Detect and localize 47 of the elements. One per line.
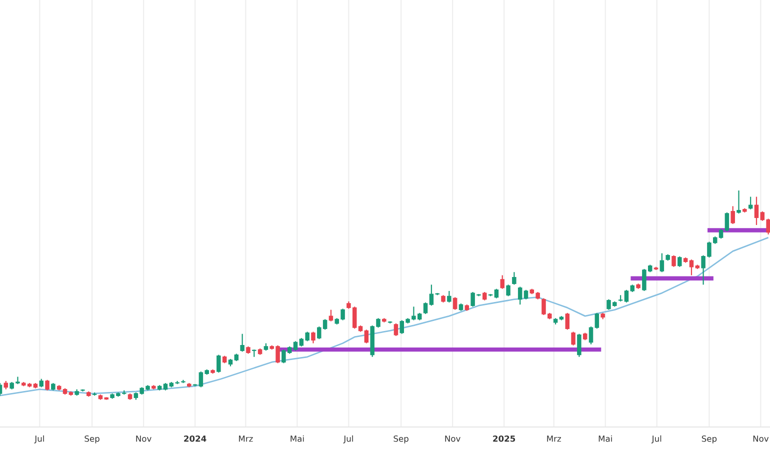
x-tick-label: Mrz [547,436,561,442]
candlestick [724,212,730,232]
candlestick [500,274,504,290]
candlestick [494,288,499,299]
x-tick-label: Mai [598,435,612,442]
candlestick [240,333,244,352]
candlestick [754,196,759,226]
candlestick [452,296,458,310]
x-tick-label: 2025 [493,435,516,442]
x-tick-label: Mai [290,435,304,442]
x-tick-label: Jul [343,435,353,444]
candlestick [689,258,694,276]
candlestick [512,272,516,286]
x-tick-label: Sep [394,435,408,444]
candlestick [311,331,316,344]
x-tick-label: Nov [445,436,460,442]
x-tick-label: Sep [702,435,717,444]
x-tick-label: Jul [651,435,662,444]
candlestick [216,354,221,374]
candlestick [394,322,398,337]
candlestick [328,309,334,322]
x-tick-label: Jul [34,435,44,444]
x-tick-label: Sep [84,435,100,444]
candlestick [518,286,522,306]
candlestick [447,290,452,304]
x-tick-label: 2024 [184,435,206,442]
candlestick [506,284,510,297]
candlestick [364,329,369,344]
x-tick-label: Nov [136,436,152,442]
candlestick [293,340,298,352]
candlestick [571,331,576,346]
x-tick-label: Mrz [239,436,253,442]
candlestick [423,302,428,315]
candlestick [736,190,741,214]
candlestick [660,252,664,273]
candlestick [672,254,676,268]
x-tick-label: Nov [753,436,769,442]
candlestick [730,206,735,225]
candlestick [624,289,629,304]
candlestick [577,333,582,358]
candlestick [718,228,724,240]
candlestick [524,289,528,300]
candlestick [565,312,570,330]
candlestick [678,256,682,268]
candlestick [45,379,50,391]
candlestick [588,326,594,345]
candlestick [594,312,600,330]
